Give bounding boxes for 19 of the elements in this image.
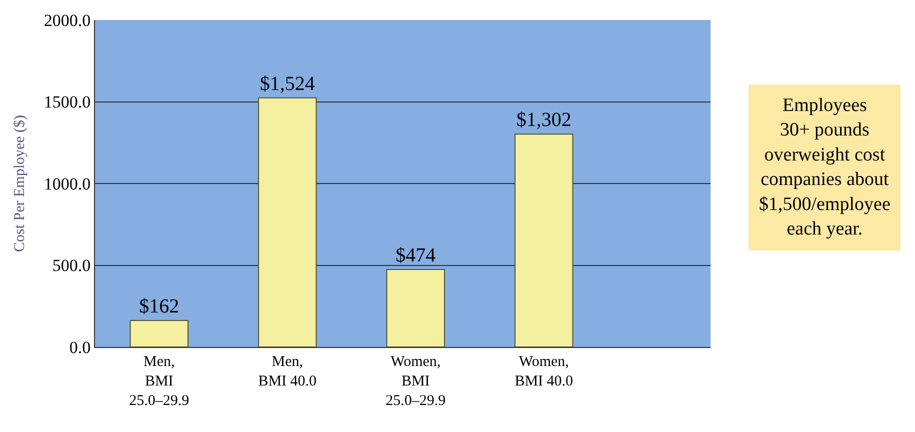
x-tick-label: Men, BMI 40.0 (258, 354, 317, 390)
bar (514, 134, 574, 347)
data-label: $1,524 (260, 72, 315, 95)
text: Employees 30+ pounds overweight cost companies about $1,500/employee each year. (759, 95, 890, 240)
data-label: $162 (139, 296, 180, 318)
bar (130, 320, 188, 347)
y-tick-label: 2000.0 (44, 10, 91, 30)
y-tick-label: 1500.0 (44, 92, 91, 112)
y-tick-label: 1000.0 (44, 174, 91, 194)
x-tick-label: Men, BMI 25.0–29.9 (129, 354, 190, 409)
data-label: $474 (396, 244, 436, 266)
y-tick-label: 0.0 (69, 338, 91, 357)
y-tick-label: 500.0 (52, 256, 91, 276)
bar (258, 97, 317, 347)
y-axis-title: Cost Per Employee ($) (12, 114, 28, 252)
x-tick-label: Women, BMI 25.0–29.9 (386, 354, 446, 409)
data-label: $1,302 (516, 109, 572, 132)
x-tick-label: Women, BMI 40.0 (514, 354, 574, 390)
bar (386, 269, 445, 347)
